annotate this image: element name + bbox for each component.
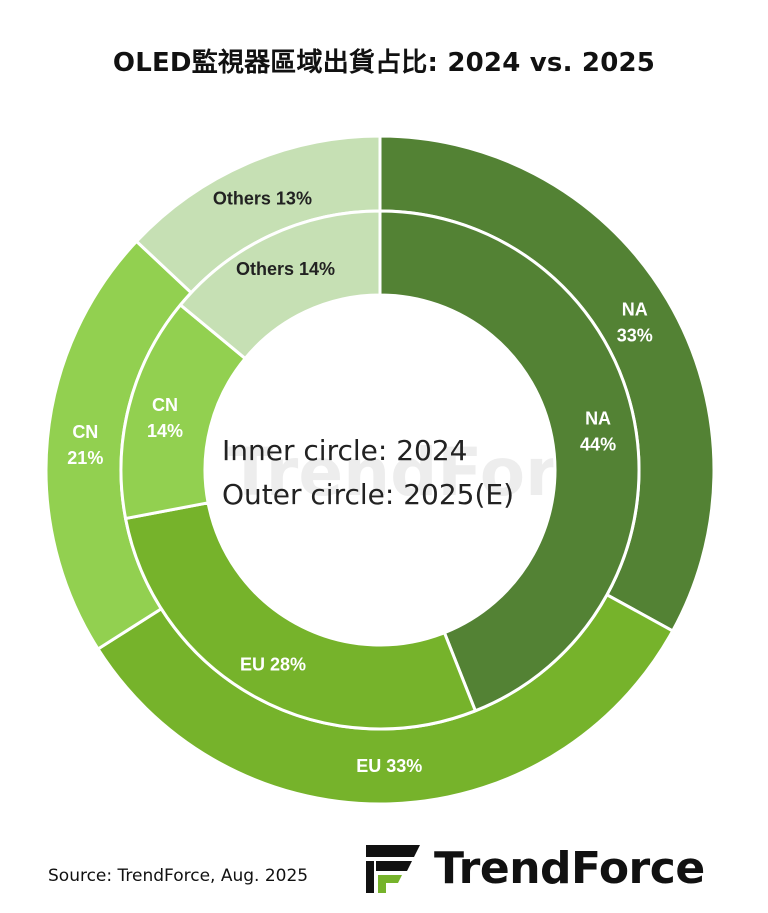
inner-segment-na [378,209,641,713]
outer-label-eu: EU 33% [356,756,422,776]
inner-segment-others [178,209,382,361]
inner-label-eu: EU 28% [240,655,306,675]
inner-ring-2024 [119,209,641,731]
outer-label-others: Others 13% [213,188,312,208]
inner-label-na: NA 44% [580,408,616,454]
inner-label-others: Others 14% [236,259,335,279]
outer-label-na: NA 33% [617,299,653,345]
outer-ring-2025 [44,134,716,806]
inner-segment-eu [123,501,478,731]
center-text-outer: Outer circle: 2025(E) [222,478,514,511]
trendforce-logo-text: TrendForce [434,842,705,894]
trendforce-logo: TrendForce [362,838,705,898]
center-text-inner: Inner circle: 2024 [222,434,467,467]
segment-labels: NA 44% EU 28% CN 14% Others 14% NA 33% EU 33% CN 2… [67,188,652,776]
chart-title: OLED監視器區域出貨占比: 2024 vs. 2025 [112,48,656,78]
trendforce-logo-icon [366,845,420,893]
source-note: Source: TrendForce, Aug. 2025 [48,866,309,886]
outer-label-cn: CN 21% [67,422,103,468]
inner-label-cn: CN 14% [147,395,183,441]
